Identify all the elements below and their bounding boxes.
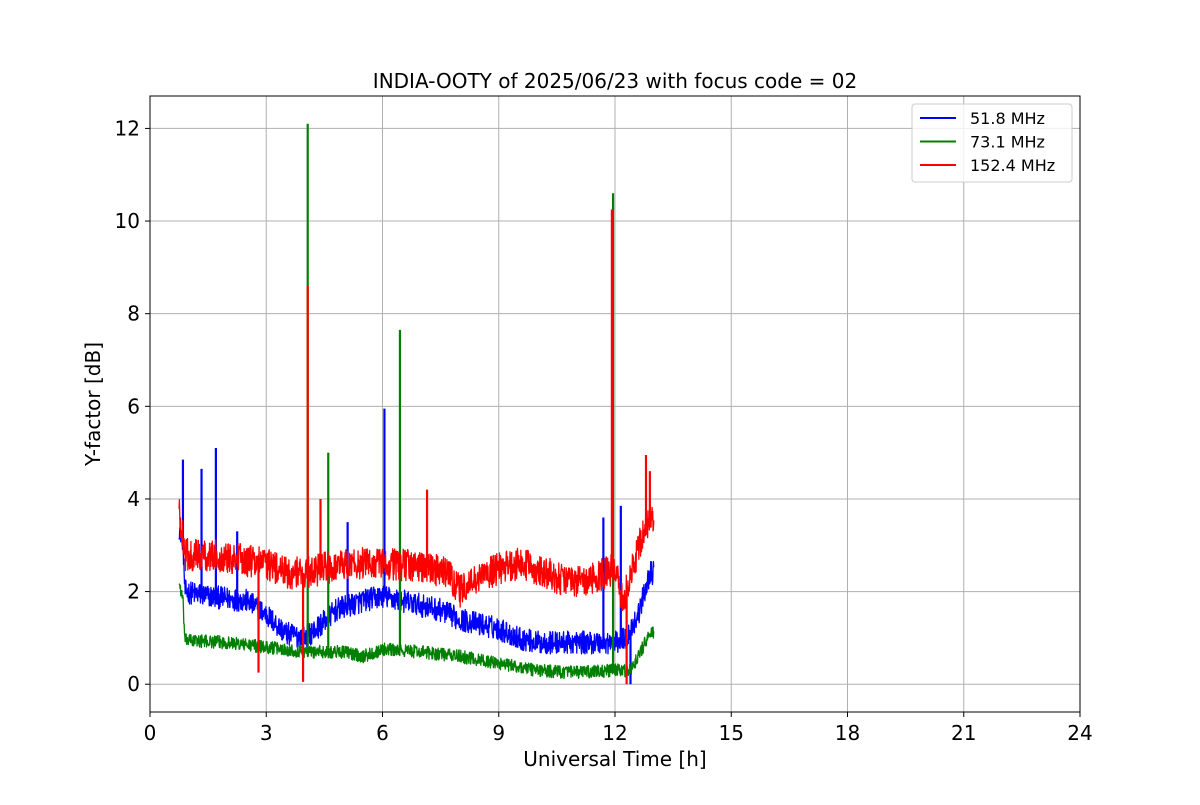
x-tick-label: 0 xyxy=(144,721,157,745)
series-lines xyxy=(178,123,655,685)
y-tick-label: 10 xyxy=(115,209,140,233)
legend-label: 51.8 MHz xyxy=(970,109,1045,128)
series-line xyxy=(178,498,655,612)
legend-label: 152.4 MHz xyxy=(970,156,1055,175)
x-tick-label: 12 xyxy=(602,721,627,745)
y-tick-label: 12 xyxy=(115,116,140,140)
chart-title: INDIA-OOTY of 2025/06/23 with focus code… xyxy=(373,69,857,93)
y-tick-label: 2 xyxy=(127,580,140,604)
y-tick-label: 6 xyxy=(127,394,140,418)
y-axis-title: Y-factor [dB] xyxy=(81,342,105,467)
x-tick-label: 6 xyxy=(376,721,389,745)
x-tick-label: 18 xyxy=(835,721,860,745)
x-tick-label: 24 xyxy=(1067,721,1092,745)
legend-box xyxy=(911,103,1073,183)
legend: 51.8 MHz 73.1 MHz 152.4 MHz xyxy=(911,103,1073,183)
y-tick-label: 4 xyxy=(127,487,140,511)
x-tick-label: 21 xyxy=(951,721,976,745)
x-axis-title: Universal Time [h] xyxy=(523,747,706,771)
x-tick-label: 9 xyxy=(492,721,505,745)
x-tick-label: 15 xyxy=(719,721,744,745)
legend-items: 51.8 MHz 73.1 MHz 152.4 MHz xyxy=(920,109,1055,175)
y-tick-label: 8 xyxy=(127,302,140,326)
x-tick-label: 3 xyxy=(260,721,273,745)
legend-label: 73.1 MHz xyxy=(970,133,1045,152)
y-tick-label: 0 xyxy=(127,672,140,696)
